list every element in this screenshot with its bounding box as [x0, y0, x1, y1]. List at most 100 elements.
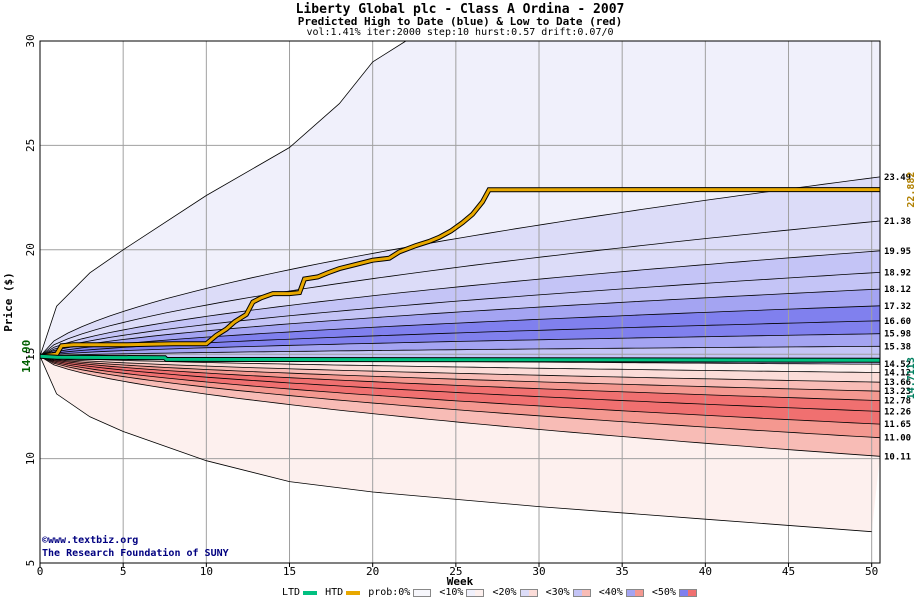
- legend-bin-1-swatch: [466, 588, 485, 597]
- legend-bin-4-swatch: [625, 588, 644, 597]
- start-price-label: 14.90: [20, 340, 33, 373]
- band-red-4: [40, 356, 880, 412]
- quantile-label-7: 15.98: [884, 330, 911, 340]
- quantile-line-7: [39, 333, 881, 357]
- quantile-line-4: [39, 288, 881, 357]
- legend-bin-0-swatch: [413, 588, 432, 597]
- quantile-label-10: 14.12: [884, 369, 911, 379]
- credit-block: ©www.textbiz.org The Research Foundation…: [42, 534, 229, 560]
- quantile-label-1: 21.38: [884, 217, 911, 227]
- legend: LTD HTD prob:0% <10% <20% <30% <40% <50%: [282, 587, 699, 599]
- quantile-label-5: 17.32: [884, 302, 911, 312]
- band-blue-5: [40, 305, 880, 357]
- quantile-line-2: [39, 250, 881, 357]
- quantile-line-14: [39, 355, 881, 412]
- x-tick-label-45: 45: [782, 565, 795, 578]
- legend-bin-5-label: <50%: [651, 587, 676, 598]
- band-red-7: [40, 356, 880, 457]
- band-upper-lt10: [40, 41, 880, 357]
- x-tick-label-50: 50: [865, 565, 878, 578]
- x-tick-label-10: 10: [200, 565, 213, 578]
- quantile-line-12: [39, 355, 881, 392]
- ltd-line: [39, 354, 881, 362]
- axes: 0 5 10 15 20 25 30 35 40 45 5051015202530WeekPrice…: [2, 34, 878, 588]
- outer-upper-line: [39, 40, 407, 357]
- quantile-label-9: 14.52: [884, 360, 911, 370]
- y-tick-label-15: 15: [24, 348, 37, 361]
- y-tick-label-25: 25: [24, 139, 37, 152]
- quantile-label-0: 23.49: [884, 173, 911, 183]
- x-tick-label-35: 35: [616, 565, 629, 578]
- legend-bin-3-swatch: [572, 588, 591, 597]
- x-tick-label-40: 40: [699, 565, 712, 578]
- x-axis-label: Week: [447, 575, 474, 588]
- band-blue-2: [40, 250, 880, 357]
- y-tick-label-5: 5: [24, 560, 37, 567]
- chart-title: Liberty Global plc - Class A Ordina - 20…: [295, 2, 625, 17]
- band-blue-1: [40, 221, 880, 357]
- band-blue-3: [40, 272, 880, 357]
- y-tick-label-20: 20: [24, 243, 37, 256]
- quantile-line-17: [39, 355, 881, 457]
- band-red-5: [40, 356, 880, 425]
- band-blue-6: [40, 320, 880, 357]
- probability-bands: [40, 41, 880, 532]
- value-labels: 23.49 21.38 19.95 18.92 18.12 17.32 16.60 15.98…: [884, 172, 917, 463]
- band-red-3: [40, 356, 880, 401]
- quantile-label-3: 18.92: [884, 268, 911, 278]
- x-tick-label-0: 0: [37, 565, 44, 578]
- quantile-label-4: 18.12: [884, 285, 911, 295]
- y-tick-label-30: 30: [24, 34, 37, 47]
- y-axis-label: Price ($): [2, 272, 15, 332]
- quantile-line-15: [39, 355, 881, 425]
- quantile-line-5: [39, 305, 881, 357]
- legend-bin-1-label: <10%: [439, 587, 464, 598]
- quantile-line-16: [39, 355, 881, 439]
- quantile-line-3: [39, 272, 881, 357]
- htd-line: [39, 188, 881, 358]
- quantile-line-8: [39, 345, 881, 357]
- legend-bin-4-label: <40%: [598, 587, 623, 598]
- band-blue-7: [40, 333, 880, 357]
- quantile-label-12: 13.23: [884, 387, 911, 397]
- quantile-line-0: [39, 176, 881, 357]
- x-tick-label-20: 20: [366, 565, 379, 578]
- quantile-label-2: 19.95: [884, 247, 911, 257]
- x-tick-label-30: 30: [532, 565, 545, 578]
- quantile-label-13: 12.78: [884, 397, 911, 407]
- quantile-line-11: [39, 355, 881, 383]
- quantile-line-13: [39, 355, 881, 401]
- htd-end-label: 22.882: [906, 172, 917, 208]
- chart-subtitle: Predicted High to Date (blue) & Low to D…: [297, 15, 623, 28]
- legend-bin-5-swatch: [678, 588, 697, 597]
- quantile-label-11: 13.66: [884, 378, 911, 388]
- legend-ltd-label: LTD: [282, 587, 301, 598]
- quantile-label-8: 15.38: [884, 342, 911, 352]
- legend-bin-3-label: <30%: [545, 587, 570, 598]
- quantile-label-16: 11.00: [884, 434, 911, 444]
- plot-frame: [39, 40, 881, 564]
- x-tick-label-25: 25: [449, 565, 462, 578]
- quantile-line-1: [39, 220, 881, 357]
- band-red-1: [40, 356, 880, 383]
- legend-bin-2-label: <20%: [492, 587, 517, 598]
- legend-bin-2-swatch: [519, 588, 538, 597]
- outer-lower-line: [39, 356, 872, 533]
- x-tick-label-5: 5: [120, 565, 127, 578]
- y-tick-label-10: 10: [24, 452, 37, 465]
- legend-htd-label: HTD: [325, 587, 344, 598]
- legend-ltd-swatch: [303, 590, 318, 595]
- credit-website: ©www.textbiz.org: [42, 535, 139, 546]
- x-tick-label-15: 15: [283, 565, 296, 578]
- quantile-label-17: 10.11: [884, 452, 911, 462]
- credit-foundation: The Research Foundation of SUNY: [42, 548, 229, 559]
- simulation-params: vol:1.41% iter:2000 step:10 hurst:0.57 d…: [306, 27, 614, 38]
- ltd-end-label: 14.7113: [906, 357, 917, 399]
- series-lines: [39, 187, 881, 363]
- quantile-label-14: 12.26: [884, 407, 911, 417]
- band-red-6: [40, 356, 880, 438]
- quantile-label-15: 11.65: [884, 420, 911, 430]
- quantile-label-6: 16.60: [884, 317, 911, 327]
- legend-htd-swatch: [346, 590, 361, 595]
